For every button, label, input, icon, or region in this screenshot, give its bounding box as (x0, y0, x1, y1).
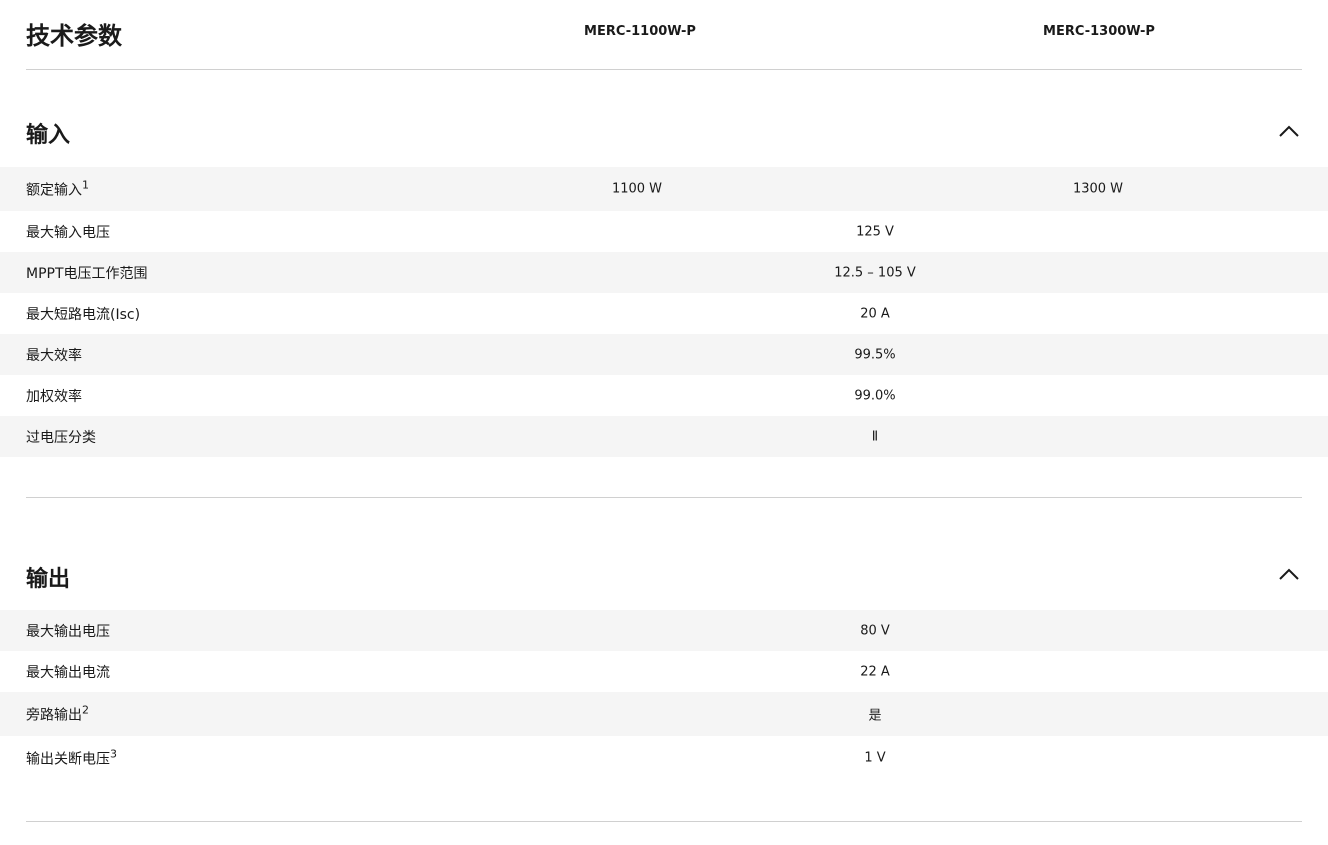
row-value: 1100 W (611, 181, 663, 197)
table-row: 最大短路电流(Isc) 20 A (0, 293, 1328, 334)
table-row: MPPT电压工作范围 12.5 – 105 V (0, 252, 1328, 293)
row-value: 20 A (860, 306, 890, 321)
divider (26, 821, 1302, 822)
row-value: 99.5% (854, 347, 896, 362)
row-value: 是 (868, 708, 882, 724)
spec-header: 技术参数 MERC-1100W-P MERC-1300W-P (0, 0, 1328, 69)
section-title-input: 输入 (26, 123, 71, 148)
row-label: 过电压分类 (26, 429, 96, 446)
row-label: 输出关断电压3 (26, 747, 117, 768)
row-label: 加权效率 (26, 388, 82, 405)
footnote-ref[interactable]: 3 (110, 747, 117, 761)
row-value: 99.0% (854, 388, 896, 403)
table-row: 额定输入1 1100 W 1300 W (0, 167, 1328, 211)
row-value: 1300 W (1072, 181, 1124, 197)
row-value: 80 V (860, 623, 890, 638)
section-title-output: 输出 (26, 567, 71, 592)
row-label: 最大短路电流(Isc) (26, 306, 141, 323)
chevron-up-icon[interactable] (1278, 124, 1300, 138)
footnote-ref[interactable]: 2 (82, 703, 89, 717)
chevron-up-icon[interactable] (1278, 567, 1300, 581)
row-value: 22 A (860, 664, 890, 679)
table-row: 最大输出电压 80 V (0, 610, 1328, 651)
row-label: 旁路输出2 (26, 703, 89, 724)
table-row: 最大输出电流 22 A (0, 651, 1328, 692)
table-row: 加权效率 99.0% (0, 375, 1328, 416)
row-label: MPPT电压工作范围 (26, 265, 148, 282)
table-row: 过电压分类 Ⅱ (0, 416, 1328, 457)
table-row: 最大输入电压 125 V (0, 211, 1328, 252)
divider (26, 497, 1302, 498)
row-label: 额定输入1 (26, 178, 89, 199)
row-value: 1 V (864, 750, 886, 766)
divider (26, 69, 1302, 70)
footnote-ref[interactable]: 1 (82, 178, 89, 192)
table-row: 最大效率 99.5% (0, 334, 1328, 375)
page-title: 技术参数 (26, 22, 122, 50)
row-value: 12.5 – 105 V (834, 265, 916, 280)
table-row: 输出关断电压3 1 V (0, 736, 1328, 780)
row-value: 125 V (856, 224, 894, 239)
row-label: 最大输出电压 (26, 623, 110, 640)
row-label: 最大输出电流 (26, 664, 110, 681)
table-row: 旁路输出2 是 (0, 692, 1328, 736)
row-value: Ⅱ (871, 429, 879, 444)
row-label: 最大输入电压 (26, 224, 110, 241)
model-column-1: MERC-1100W-P (584, 24, 696, 39)
row-label: 最大效率 (26, 347, 82, 364)
model-column-2: MERC-1300W-P (1043, 24, 1155, 39)
